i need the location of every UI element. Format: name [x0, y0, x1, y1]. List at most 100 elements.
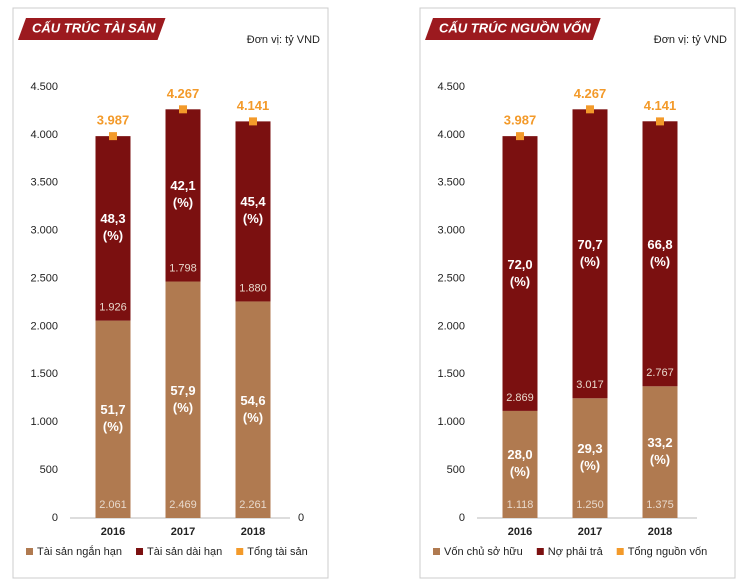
share-label-box: 42,1 (%) [170, 178, 196, 211]
bar-segment [235, 121, 271, 302]
share-label: 66,8 (%) [647, 236, 673, 269]
bar-segment [95, 320, 131, 518]
x-tick-label: 2016 [508, 526, 532, 538]
x-tick-label: 2016 [101, 526, 125, 538]
legend-swatch [433, 548, 440, 555]
share-label-box: 57,9 (%) [170, 382, 196, 415]
share-label: 42,1 (%) [170, 178, 196, 211]
value-label: 1.250 [576, 499, 604, 511]
y-tick-label: 4.000 [30, 129, 58, 141]
y-tick-label: 4.000 [437, 129, 465, 141]
value-label: 1.798 [169, 262, 197, 274]
bar-segment [642, 121, 678, 387]
y-tick-label: 4.500 [30, 81, 58, 93]
value-label: 2.469 [169, 499, 197, 511]
x-tick-label: 2017 [171, 526, 195, 538]
total-label: 4.267 [574, 86, 607, 101]
y-tick-label: 3.000 [437, 225, 465, 237]
legend-swatch [236, 548, 244, 555]
value-label: 1.118 [507, 499, 534, 511]
value-label: 2.061 [99, 499, 127, 511]
share-label-box: 45,4 (%) [240, 194, 266, 227]
title-banner [18, 18, 166, 40]
share-label-box: 29,3 (%) [577, 441, 603, 474]
value-label: 1.375 [646, 499, 674, 511]
value-label: 2.261 [239, 499, 267, 511]
chart-title: CẤU TRÚC TÀI SẢN [32, 20, 156, 35]
y-tick-label: 4.500 [437, 81, 465, 93]
unit-label: Đơn vị: tỷ VND [247, 34, 320, 46]
share-label: 57,9 (%) [170, 382, 196, 415]
share-label-box: 28,0 (%) [507, 447, 533, 480]
total-marker [109, 132, 117, 141]
y-tick-label: 500 [40, 464, 58, 476]
value-label: 3.017 [576, 379, 604, 391]
y-tick-label: 2.000 [437, 320, 465, 332]
total-label: 4.267 [167, 86, 200, 101]
share-label: 29,3 (%) [577, 441, 603, 474]
total-label: 4.141 [644, 98, 677, 113]
bar-segment [572, 109, 608, 399]
total-marker [586, 105, 594, 114]
bar-segment [502, 410, 538, 518]
total-marker [656, 117, 664, 126]
bar-segment [235, 301, 271, 518]
y-tick-label: 2.000 [30, 320, 58, 332]
y-tick-label: 3.000 [30, 225, 58, 237]
x-tick-label: 2018 [241, 526, 265, 538]
share-label: 33,2 (%) [647, 435, 673, 468]
total-label: 3.987 [504, 113, 537, 128]
total-label: 3.987 [97, 113, 130, 128]
y2-tick-label: 0 [298, 512, 304, 524]
value-label: 1.880 [239, 282, 267, 294]
legend-label: Tổng nguồn vốn [628, 546, 708, 558]
bar-segment [165, 109, 201, 282]
share-label-box: 70,7 (%) [577, 236, 603, 269]
x-tick-label: 2017 [578, 526, 602, 538]
share-label: 28,0 (%) [507, 447, 533, 480]
share-label: 54,6 (%) [240, 392, 266, 425]
total-marker [516, 132, 524, 141]
x-tick-label: 2018 [648, 526, 672, 538]
bar-segment [572, 398, 608, 518]
y-tick-label: 0 [52, 512, 58, 524]
share-label-box: 66,8 (%) [647, 236, 673, 269]
legend-swatch [616, 548, 624, 555]
chart-title: CẤU TRÚC NGUỒN VỐN [439, 20, 591, 35]
y-tick-label: 1.000 [30, 416, 58, 428]
y-tick-label: 2.500 [437, 272, 465, 284]
share-label-box: 54,6 (%) [240, 392, 266, 425]
legend-swatch [136, 548, 144, 555]
panel [419, 7, 736, 579]
y-tick-label: 1.500 [30, 368, 58, 380]
share-label: 48,3 (%) [100, 211, 126, 244]
total-marker [179, 105, 187, 114]
value-label: 2.869 [506, 392, 534, 404]
value-label: 2.767 [646, 367, 674, 379]
share-label: 45,4 (%) [240, 194, 266, 227]
bar-segment [165, 281, 201, 518]
legend-label: Vốn chủ sở hữu [444, 546, 523, 558]
bar-segment [95, 136, 131, 321]
total-label: 4.141 [237, 98, 270, 113]
legend-swatch [536, 548, 544, 555]
y-tick-label: 3.500 [30, 177, 58, 189]
y-tick-label: 0 [459, 512, 465, 524]
share-label: 70,7 (%) [577, 236, 603, 269]
legend-swatch [26, 548, 33, 555]
legend-label: Tài sản ngắn hạn [37, 545, 122, 558]
y-tick-label: 2.500 [30, 272, 58, 284]
bar-segment [642, 386, 678, 518]
share-label: 51,7 (%) [100, 402, 126, 435]
panel [12, 7, 329, 579]
share-label-box: 51,7 (%) [100, 402, 126, 435]
share-label-box: 33,2 (%) [647, 435, 673, 468]
legend-label: Tổng tài sản [247, 546, 308, 558]
share-label-box: 72,0 (%) [507, 257, 532, 289]
y-tick-label: 1.500 [437, 368, 465, 380]
title-banner [425, 18, 601, 40]
legend-label: Tài sản dài hạn [147, 546, 222, 558]
unit-label: Đơn vị: tỷ VND [654, 34, 727, 46]
